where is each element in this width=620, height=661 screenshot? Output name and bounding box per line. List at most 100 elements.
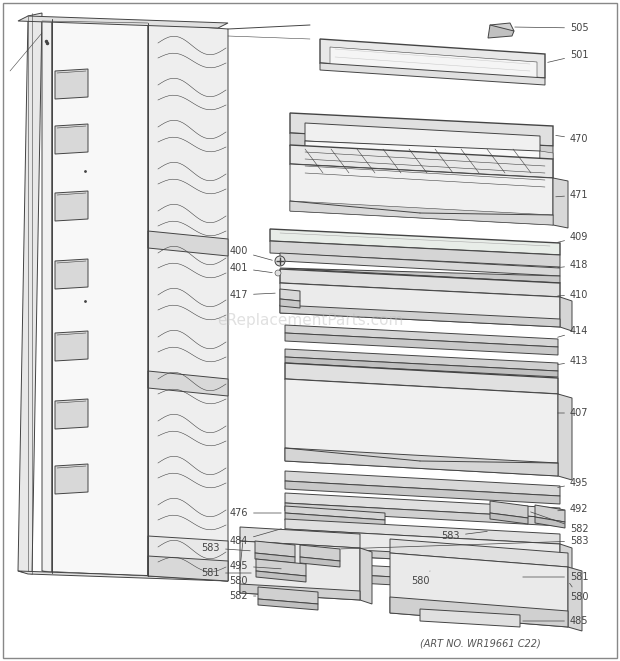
Text: 580: 580 [412, 571, 430, 586]
Text: 583: 583 [441, 531, 487, 541]
Polygon shape [148, 536, 228, 581]
Polygon shape [490, 23, 514, 33]
Polygon shape [290, 113, 553, 146]
Circle shape [275, 256, 285, 266]
Polygon shape [305, 141, 540, 203]
Polygon shape [270, 241, 560, 267]
Polygon shape [285, 561, 560, 586]
Text: 495: 495 [229, 561, 281, 571]
Polygon shape [535, 505, 565, 522]
Text: 476: 476 [229, 508, 281, 518]
Polygon shape [420, 609, 520, 627]
Polygon shape [290, 164, 553, 225]
Text: 410: 410 [558, 290, 588, 300]
Text: 484: 484 [229, 529, 281, 546]
Polygon shape [285, 493, 560, 518]
Polygon shape [55, 259, 88, 289]
Polygon shape [148, 23, 228, 581]
Polygon shape [560, 544, 572, 572]
Polygon shape [568, 567, 582, 631]
Polygon shape [280, 305, 560, 327]
Polygon shape [285, 503, 560, 526]
Polygon shape [18, 571, 228, 581]
Polygon shape [360, 548, 372, 604]
Polygon shape [290, 133, 553, 159]
Polygon shape [255, 541, 295, 557]
Text: 414: 414 [557, 326, 588, 337]
Text: 583: 583 [202, 543, 250, 553]
Polygon shape [280, 289, 300, 301]
Text: 418: 418 [558, 260, 588, 270]
Polygon shape [285, 325, 558, 347]
Polygon shape [285, 379, 558, 476]
Polygon shape [270, 229, 560, 255]
Polygon shape [148, 371, 228, 396]
Text: 401: 401 [229, 263, 272, 273]
Polygon shape [55, 191, 88, 221]
Text: 581: 581 [202, 568, 251, 578]
Polygon shape [553, 178, 568, 228]
Text: 583: 583 [341, 536, 588, 549]
Text: 505: 505 [515, 23, 588, 33]
Polygon shape [280, 299, 300, 308]
Polygon shape [55, 124, 88, 154]
Polygon shape [55, 69, 88, 99]
Text: 470: 470 [556, 134, 588, 144]
Text: 582: 582 [531, 512, 588, 534]
Polygon shape [285, 546, 560, 568]
Circle shape [275, 270, 281, 276]
Polygon shape [490, 581, 525, 591]
Polygon shape [280, 283, 560, 327]
Polygon shape [255, 553, 295, 563]
Text: 485: 485 [523, 616, 588, 626]
Polygon shape [148, 556, 228, 581]
Polygon shape [55, 464, 88, 494]
Text: 582: 582 [229, 591, 256, 601]
Polygon shape [285, 333, 558, 355]
Polygon shape [148, 231, 228, 256]
Text: 407: 407 [558, 408, 588, 418]
Polygon shape [560, 297, 572, 331]
Polygon shape [285, 529, 560, 568]
Polygon shape [490, 501, 528, 518]
Polygon shape [280, 269, 560, 297]
Polygon shape [285, 571, 560, 594]
Polygon shape [390, 597, 568, 627]
Polygon shape [285, 519, 560, 544]
Polygon shape [285, 513, 385, 527]
Polygon shape [285, 506, 385, 520]
Polygon shape [280, 268, 560, 283]
Text: 580: 580 [229, 543, 248, 586]
Text: 413: 413 [558, 356, 588, 366]
Polygon shape [55, 331, 88, 361]
Polygon shape [390, 553, 568, 627]
Polygon shape [490, 513, 528, 524]
Polygon shape [240, 584, 360, 600]
Text: 495: 495 [558, 478, 588, 488]
Polygon shape [285, 481, 560, 504]
Text: 409: 409 [558, 232, 588, 243]
Text: (ART NO. WR19661 C22): (ART NO. WR19661 C22) [420, 638, 541, 648]
Text: 492: 492 [558, 504, 588, 514]
Polygon shape [300, 545, 340, 561]
Text: 400: 400 [229, 246, 272, 260]
Text: 580: 580 [570, 583, 588, 602]
Polygon shape [540, 151, 553, 203]
Polygon shape [42, 19, 52, 573]
Polygon shape [52, 19, 148, 576]
Polygon shape [256, 559, 306, 576]
Text: 471: 471 [556, 190, 588, 200]
Polygon shape [55, 399, 88, 429]
Polygon shape [18, 16, 228, 28]
Polygon shape [488, 25, 514, 38]
Text: eReplacementParts.com: eReplacementParts.com [217, 313, 403, 329]
Polygon shape [300, 557, 340, 567]
Polygon shape [490, 569, 525, 585]
Polygon shape [285, 471, 560, 496]
Text: 581: 581 [523, 572, 588, 582]
Polygon shape [330, 47, 537, 81]
Polygon shape [285, 349, 558, 371]
Text: 501: 501 [547, 50, 588, 62]
Text: 417: 417 [229, 290, 275, 300]
Polygon shape [258, 599, 318, 610]
